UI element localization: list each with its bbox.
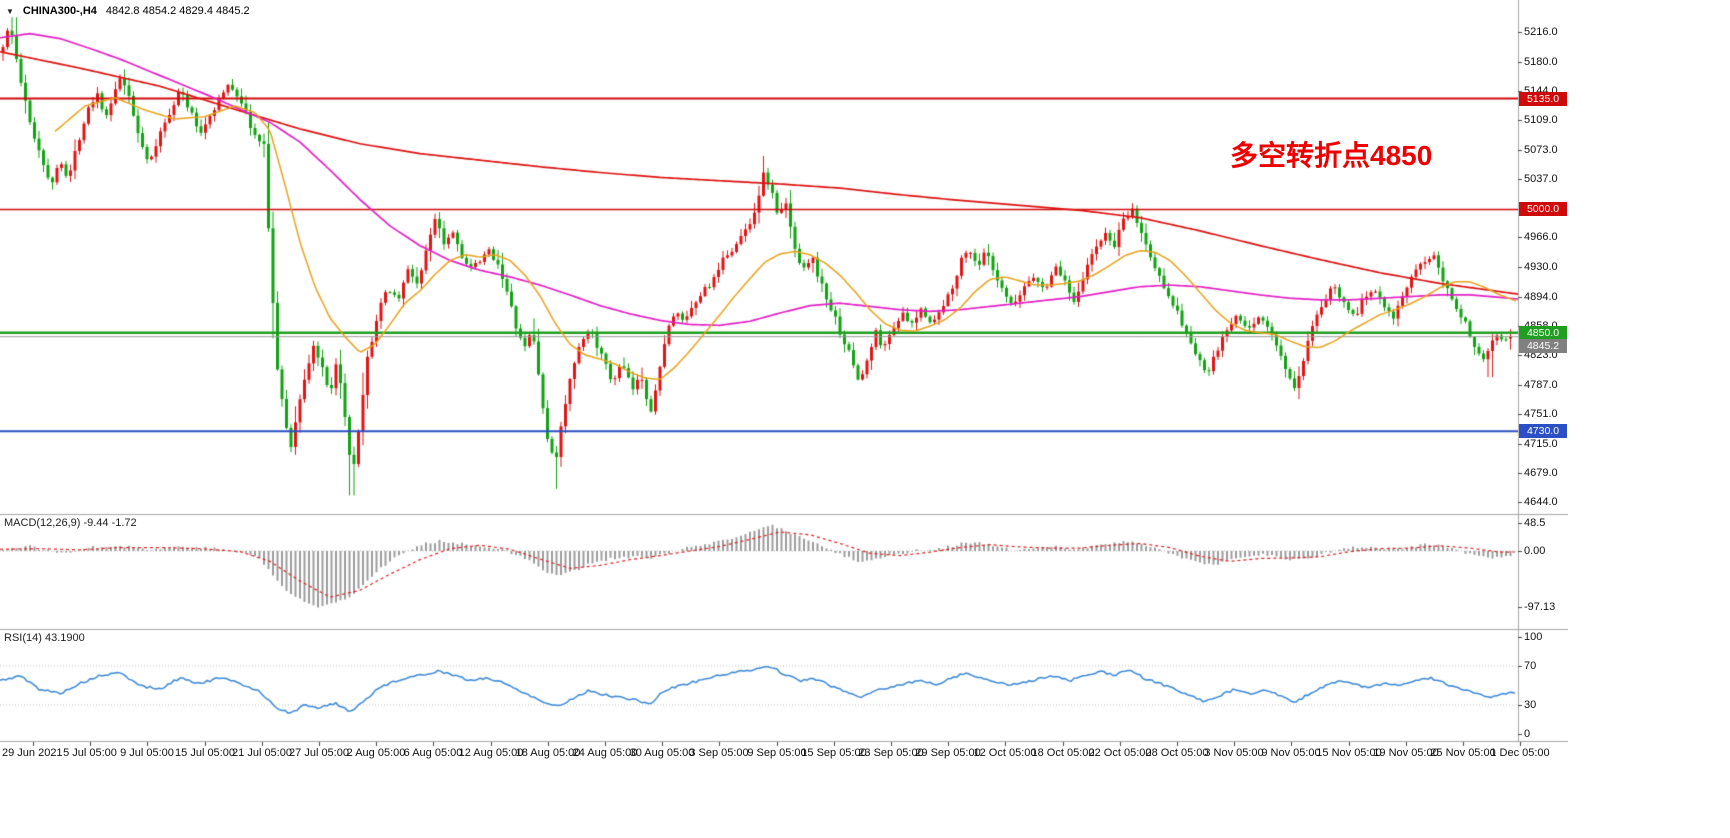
chart-title-bar: ▼ CHINA300-,H4 4842.8 4854.2 4829.4 4845… [6,5,250,17]
symbol-timeframe-label: CHINA300-,H4 [22,5,97,17]
rsi-indicator-label: RSI(14) 43.1900 [4,632,85,644]
macd-indicator-label: MACD(12,26,9) -9.44 -1.72 [4,517,137,529]
chart-annotation-text[interactable]: 多空转折点4850 [1230,140,1433,171]
ohlc-values: 4842.8 4854.2 4829.4 4845.2 [105,5,250,17]
ohlc-toggle-icon[interactable]: ▼ [6,6,14,16]
